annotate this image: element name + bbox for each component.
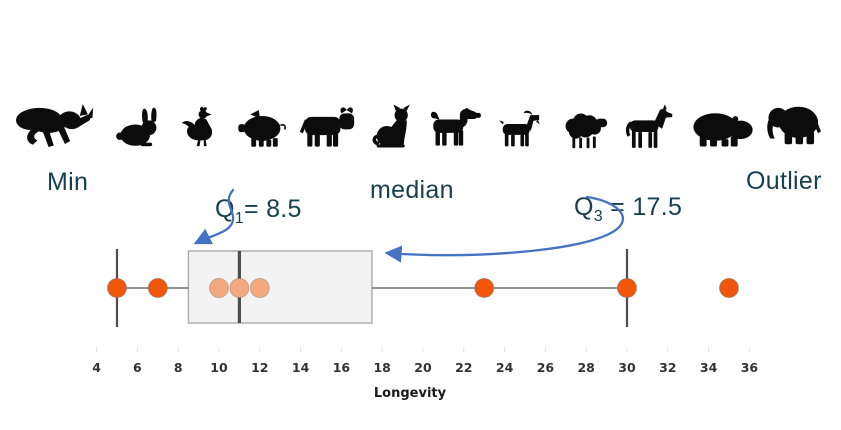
x-tick-label: 6 bbox=[133, 360, 142, 375]
q1-label-value: = 8.5 bbox=[243, 195, 302, 223]
x-tick-label: 18 bbox=[373, 360, 390, 375]
kangaroo-icon bbox=[10, 98, 105, 150]
data-point bbox=[474, 278, 495, 298]
data-point bbox=[617, 278, 637, 298]
median-label: median bbox=[370, 176, 454, 204]
x-tick-label: 14 bbox=[292, 360, 310, 375]
min-label: Min bbox=[47, 168, 89, 196]
pig-icon bbox=[234, 104, 288, 150]
data-point-faded bbox=[249, 278, 270, 298]
x-tick-label: 32 bbox=[659, 360, 676, 375]
x-tick-label: 24 bbox=[496, 360, 514, 375]
sheep-icon bbox=[557, 104, 614, 150]
q3-label-sub: 3 bbox=[593, 208, 603, 225]
data-point-faded bbox=[209, 278, 229, 298]
dog-icon bbox=[425, 102, 487, 150]
data-point bbox=[719, 278, 739, 298]
q1-arrow bbox=[193, 188, 235, 245]
elephant-icon bbox=[765, 96, 825, 150]
hippo-icon bbox=[686, 104, 756, 150]
data-point-faded bbox=[229, 278, 250, 298]
outlier-label: Outlier bbox=[746, 167, 822, 195]
chicken-icon bbox=[176, 98, 224, 150]
x-tick-label: 20 bbox=[414, 360, 432, 375]
q1-label-sub: 1 bbox=[234, 210, 244, 227]
q3-arrow bbox=[384, 195, 624, 263]
cat-icon bbox=[370, 94, 416, 150]
x-tick-label: 36 bbox=[741, 360, 759, 375]
q3-label-base: Q bbox=[573, 193, 594, 221]
animal-icons-row bbox=[10, 92, 825, 150]
x-tick-label: 8 bbox=[174, 360, 183, 375]
data-point bbox=[107, 278, 127, 298]
x-tick-label: 12 bbox=[251, 360, 268, 375]
x-tick-label: 16 bbox=[333, 360, 351, 375]
x-tick-label: 28 bbox=[577, 360, 594, 375]
x-tick-label: 4 bbox=[92, 360, 101, 375]
x-tick-label: 10 bbox=[210, 360, 228, 375]
cow-icon bbox=[297, 100, 361, 150]
goat-icon bbox=[496, 100, 548, 150]
x-tick-label: 26 bbox=[537, 360, 555, 375]
data-point bbox=[147, 278, 168, 298]
x-tick-label: 30 bbox=[618, 360, 636, 375]
x-tick-label: 34 bbox=[700, 360, 718, 375]
horse-icon bbox=[624, 95, 677, 150]
x-tick-label: 22 bbox=[455, 360, 472, 375]
rabbit-icon bbox=[114, 100, 167, 150]
x-axis-title: Longevity bbox=[374, 386, 447, 401]
